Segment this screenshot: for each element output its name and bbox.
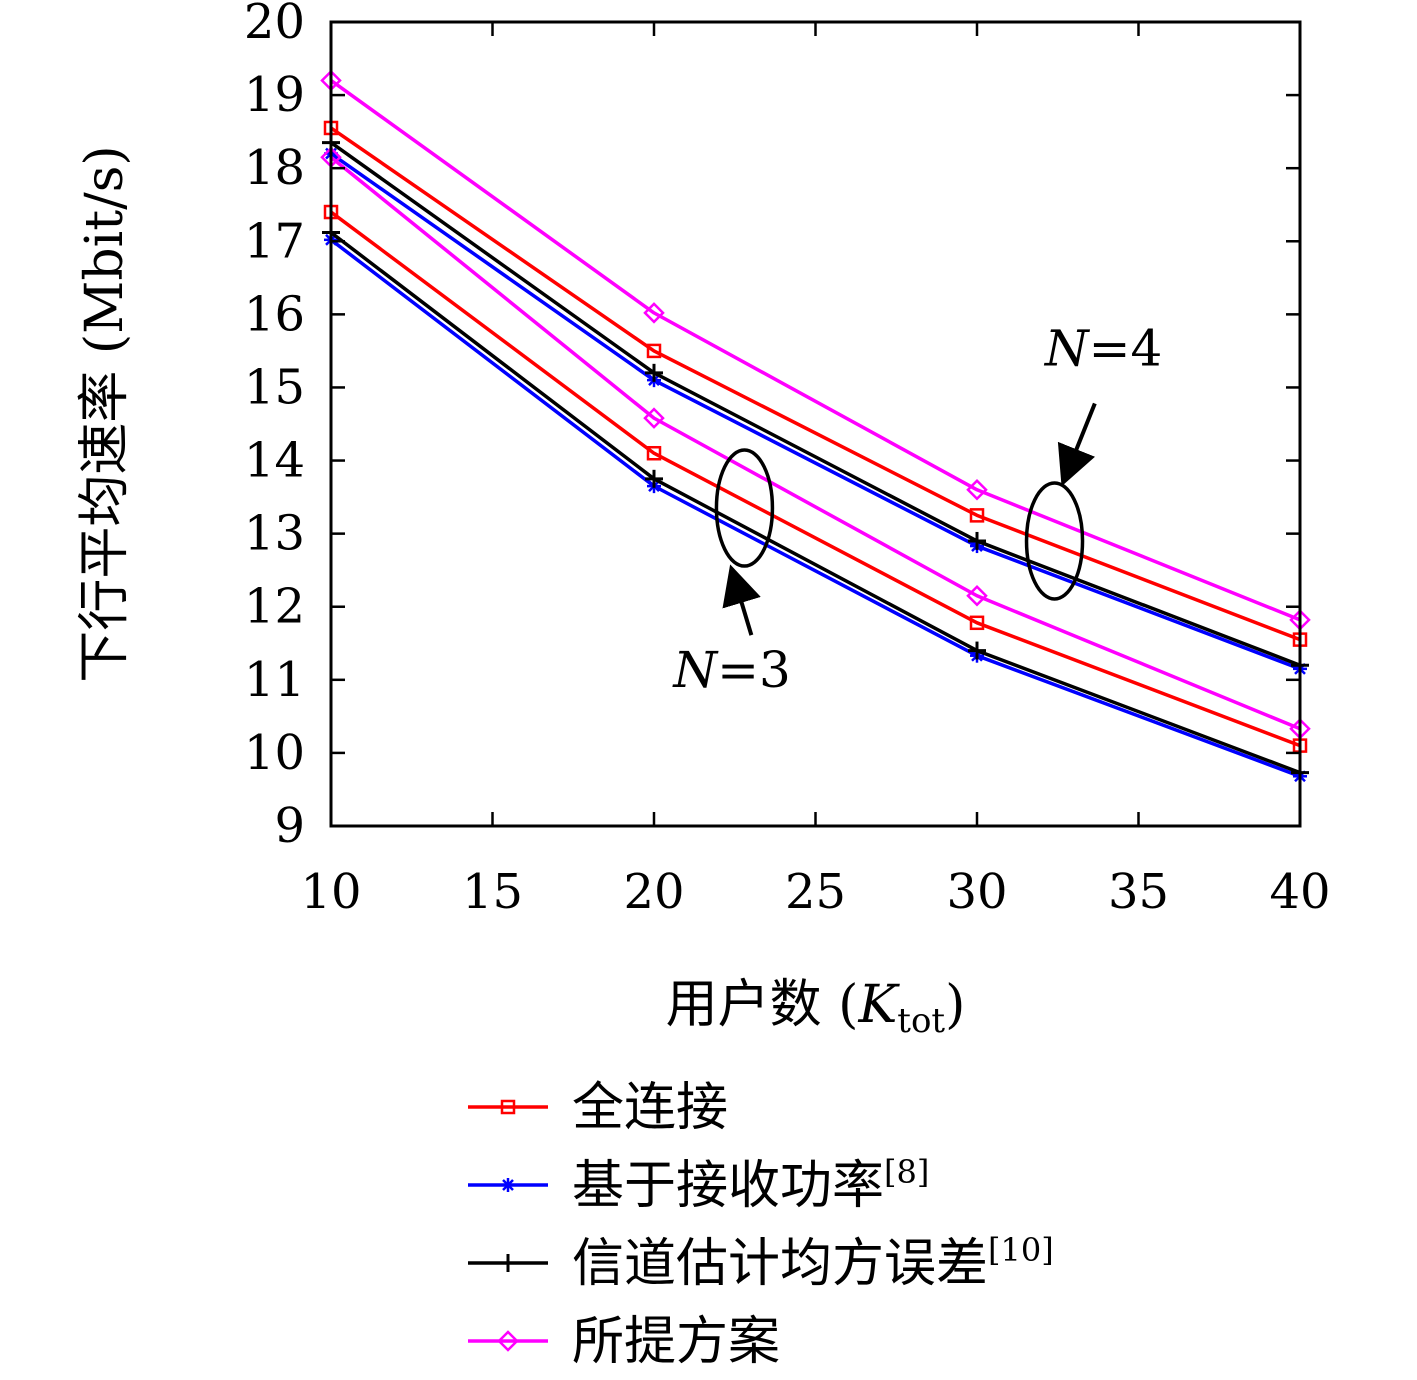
data-point — [646, 445, 662, 461]
annotation-label: N=4 — [1044, 320, 1162, 378]
series-line — [329, 231, 1301, 775]
legend-label: 全连接 — [572, 1078, 728, 1138]
annotation-value: =3 — [717, 641, 791, 699]
y-tick-label: 15 — [244, 359, 305, 415]
series-mse-N4 — [322, 133, 1309, 675]
legend-item: 全连接 — [468, 1078, 728, 1138]
x-tick-label: 20 — [623, 864, 684, 920]
x-tick-label: 40 — [1269, 864, 1330, 920]
x-axis-label-var: K — [857, 975, 900, 1035]
data-point — [968, 531, 986, 550]
x-axis-label-sub: tot — [897, 1001, 945, 1041]
data-point — [966, 479, 988, 501]
y-axis-label: 下行平均速率 (Mbit/s) — [75, 145, 135, 682]
legend-marker — [497, 1330, 519, 1352]
data-point — [969, 615, 985, 631]
series-line — [329, 141, 1301, 667]
data-point — [643, 302, 665, 324]
series-line — [329, 210, 1301, 748]
x-tick-label: 10 — [300, 864, 361, 920]
y-tick-label: 19 — [244, 67, 305, 123]
y-tick-label: 11 — [244, 652, 305, 708]
data-point — [643, 407, 665, 429]
x-tick-label: 35 — [1108, 864, 1169, 920]
series-line — [329, 238, 1301, 778]
data-point — [966, 584, 988, 607]
x-axis-label: 用户数 (Ktot) — [666, 975, 966, 1041]
group-annotation-4: N=4 — [1024, 320, 1162, 601]
annotation-value: =4 — [1089, 320, 1163, 378]
legend-marker — [501, 1178, 515, 1192]
series-line — [329, 152, 1301, 671]
y-tick-label: 13 — [244, 506, 305, 562]
plot-frame — [329, 20, 1302, 828]
annotation-arrow — [1057, 402, 1097, 487]
data-point — [645, 363, 663, 382]
annotation-var: N — [1044, 320, 1091, 378]
y-tick-label: 10 — [244, 725, 305, 781]
data-point — [645, 469, 663, 488]
ticks-layer: 10 15 20 25 30 35 40 9 10 11 12 13 14 15 16 17 18 19 20 — [244, 0, 1331, 920]
legend-name: 所提方案 — [572, 1312, 780, 1372]
annotation-var: N — [672, 641, 719, 699]
annotation-layer: N=4N=3 — [672, 320, 1162, 700]
legend-item: 所提方案 — [468, 1312, 780, 1372]
y-tick-label: 12 — [244, 579, 305, 635]
series-line — [329, 79, 1301, 622]
x-tick-label: 15 — [462, 864, 523, 920]
legend-item: 信道估计均方误差[10] — [468, 1231, 1054, 1294]
y-tick-label: 17 — [244, 213, 305, 269]
data-point — [646, 343, 662, 359]
legend-marker — [499, 1254, 517, 1272]
legend-item: 基于接收功率[8] — [468, 1153, 929, 1216]
y-tick-label: 9 — [274, 798, 305, 854]
legend-name: 基于接收功率 — [572, 1156, 884, 1216]
legend-label: 信道估计均方误差[10] — [572, 1231, 1054, 1294]
x-axis-label-close: ) — [945, 975, 965, 1035]
x-tick-label: 25 — [785, 864, 846, 920]
series-full-N4 — [323, 120, 1308, 647]
x-axis-label-main: 用户数 ( — [666, 975, 859, 1035]
annotation-arrow — [722, 564, 761, 636]
legend-ref: [8] — [884, 1153, 929, 1191]
legend-name: 信道估计均方误差 — [572, 1234, 988, 1294]
group-ellipse — [1024, 481, 1085, 601]
y-tick-label: 14 — [244, 433, 305, 489]
data-point — [968, 641, 986, 660]
series-layer — [320, 69, 1311, 784]
series-prop-N3 — [320, 146, 1311, 740]
x-tick-label: 30 — [946, 864, 1007, 920]
legend-ref: [10] — [988, 1231, 1054, 1269]
legend-name: 全连接 — [572, 1078, 728, 1138]
data-point — [969, 508, 985, 523]
series-line — [330, 126, 1301, 642]
series-line — [329, 155, 1301, 731]
series-mse-N3 — [322, 223, 1309, 782]
legend-label: 基于接收功率[8] — [572, 1153, 929, 1216]
group-annotation-3: N=3 — [672, 448, 791, 699]
y-tick-label: 20 — [244, 0, 305, 50]
y-tick-label: 18 — [244, 140, 305, 196]
annotation-label: N=3 — [672, 641, 790, 699]
y-tick-label: 16 — [244, 286, 305, 342]
legend-marker — [500, 1099, 516, 1115]
series-full-N3 — [323, 204, 1308, 753]
legend-label: 所提方案 — [572, 1312, 780, 1372]
